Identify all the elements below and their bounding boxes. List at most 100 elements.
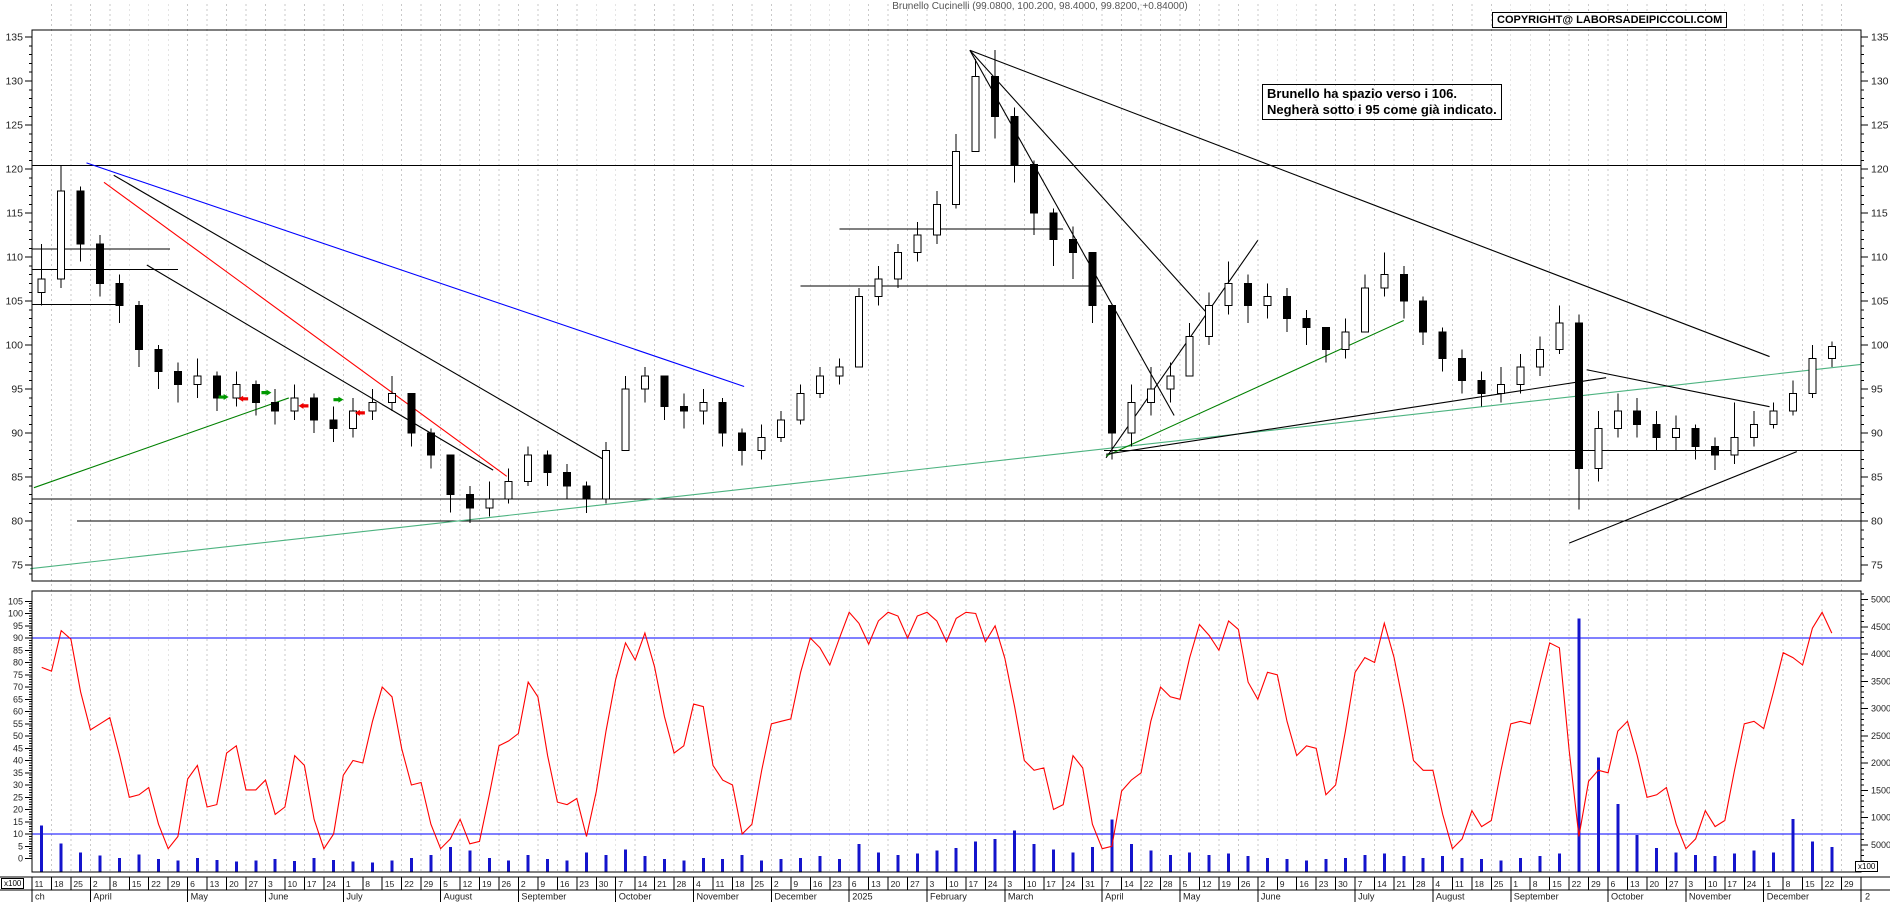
svg-text:3: 3 [930,879,935,889]
svg-text:15: 15 [385,879,395,889]
svg-text:35: 35 [13,768,23,778]
svg-text:55: 55 [13,719,23,729]
svg-text:1: 1 [1513,879,1518,889]
svg-text:February: February [930,892,967,902]
svg-text:16: 16 [1299,879,1309,889]
svg-text:1: 1 [1766,879,1771,889]
svg-text:7: 7 [1105,879,1110,889]
svg-text:25: 25 [13,792,23,802]
svg-text:23: 23 [579,879,589,889]
svg-text:4: 4 [1435,879,1440,889]
svg-text:26: 26 [501,879,511,889]
svg-text:7: 7 [1358,879,1363,889]
svg-text:15: 15 [132,879,142,889]
svg-text:30: 30 [1338,879,1348,889]
svg-text:31: 31 [1085,879,1095,889]
svg-text:60: 60 [13,707,23,717]
horizontal-levels [32,165,1861,522]
svg-text:14: 14 [1377,879,1387,889]
svg-text:18: 18 [735,879,745,889]
svg-text:18: 18 [54,879,64,889]
svg-text:85: 85 [11,472,23,484]
svg-text:28: 28 [1163,879,1173,889]
svg-text:14: 14 [638,879,648,889]
svg-text:100: 100 [1871,340,1889,352]
svg-text:20: 20 [13,805,23,815]
svg-text:65: 65 [13,694,23,704]
weekly-gridlines [51,4,1842,872]
svg-text:26: 26 [1241,879,1251,889]
svg-text:16: 16 [813,879,823,889]
oscillator-line [41,611,1833,850]
analyst-annotation: Brunello ha spazio verso i 106. Negherà … [1262,84,1502,120]
svg-text:10000: 10000 [1871,813,1890,823]
svg-text:90: 90 [1871,428,1883,440]
svg-text:21: 21 [1397,879,1407,889]
svg-text:5: 5 [443,879,448,889]
svg-text:15: 15 [13,817,23,827]
svg-text:May: May [191,892,209,902]
svg-text:27: 27 [1669,879,1679,889]
svg-text:100: 100 [5,340,23,352]
svg-text:23: 23 [832,879,842,889]
svg-text:50: 50 [13,731,23,741]
svg-text:September: September [521,892,566,902]
svg-text:5: 5 [1182,879,1187,889]
svg-text:15000: 15000 [1871,785,1890,795]
svg-text:March: March [1008,892,1034,902]
svg-text:5: 5 [18,841,23,851]
svg-text:27: 27 [249,879,259,889]
svg-text:3: 3 [1007,879,1012,889]
svg-text:10: 10 [1027,879,1037,889]
svg-text:19: 19 [482,879,492,889]
oscillator-axis-left: 0 5 10 15 20 25 30 35 40 45 50 55 60 65 70 75 80 85 90 95 10… [8,596,32,864]
svg-text:15: 15 [1805,879,1815,889]
svg-text:August: August [1436,892,1465,902]
price-axes: 75 75 80 80 85 85 90 90 95 95 100 100 105 105 110 110 11… [5,32,1889,575]
chart-title: Brunello Cucinelli (99.0800, 100.200, 98… [892,1,1188,12]
svg-text:8: 8 [365,879,370,889]
svg-text:24: 24 [1066,879,1076,889]
svg-text:30000: 30000 [1871,704,1890,714]
svg-text:75: 75 [11,560,23,572]
svg-text:22: 22 [1825,879,1835,889]
svg-text:70: 70 [13,682,23,692]
svg-text:135: 135 [5,32,23,44]
svg-text:13: 13 [871,879,881,889]
svg-text:28: 28 [677,879,687,889]
svg-text:2: 2 [1865,892,1870,902]
svg-text:125: 125 [5,120,23,132]
svg-text:8: 8 [1533,879,1538,889]
svg-text:16: 16 [560,879,570,889]
svg-text:3: 3 [1688,879,1693,889]
svg-text:May: May [1183,892,1201,902]
svg-text:17: 17 [1727,879,1737,889]
svg-text:2025: 2025 [852,892,872,902]
svg-text:45000: 45000 [1871,622,1890,632]
svg-text:90: 90 [13,633,23,643]
svg-text:80: 80 [13,658,23,668]
svg-text:20000: 20000 [1871,758,1890,768]
svg-text:29: 29 [171,879,181,889]
svg-text:20: 20 [891,879,901,889]
svg-text:115: 115 [6,208,23,220]
svg-text:September: September [1514,892,1559,902]
svg-text:3: 3 [268,879,273,889]
svg-text:30: 30 [13,780,23,790]
svg-text:June: June [268,892,288,902]
date-axis: 11 18 25 2 8 15 22 29 6 13 20 27 3 10 17 24 1 8 15 22 29 5 12 1… [0,876,1890,902]
svg-text:25: 25 [73,879,83,889]
svg-text:30: 30 [599,879,609,889]
svg-text:November: November [697,892,739,902]
svg-text:29: 29 [424,879,434,889]
svg-text:July: July [346,892,363,902]
svg-text:85: 85 [13,645,23,655]
svg-text:100: 100 [8,609,23,619]
svg-text:24: 24 [988,879,998,889]
svg-text:10: 10 [287,879,297,889]
svg-text:105: 105 [5,296,23,308]
svg-text:130: 130 [1871,76,1889,88]
svg-text:18: 18 [1474,879,1484,889]
svg-text:25000: 25000 [1871,731,1890,741]
